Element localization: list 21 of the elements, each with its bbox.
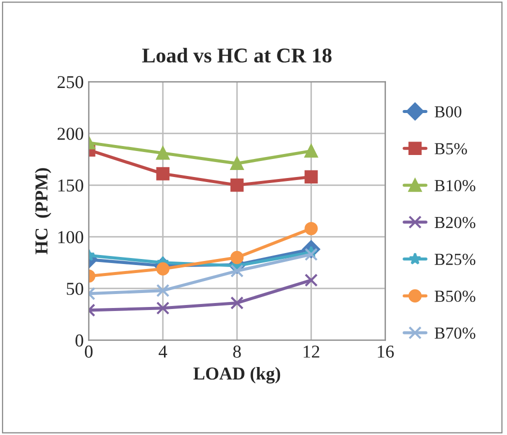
x-axis-title: LOAD (kg) — [193, 366, 280, 384]
y-tick-label: 250 — [58, 76, 84, 88]
x-tick-label: 16 — [378, 346, 394, 358]
legend-label: B20% — [434, 216, 476, 228]
y-axis-title: HC (PPM) — [34, 168, 52, 254]
y-tick-label: 150 — [58, 179, 84, 192]
x-tick-label: 0 — [84, 346, 93, 358]
legend-label: B50% — [434, 290, 476, 302]
legend-label: B10% — [434, 180, 476, 192]
legend-label: B70% — [434, 328, 476, 339]
legend-label: B25% — [434, 254, 476, 266]
y-tick-label: 200 — [58, 128, 84, 140]
x-tick-label: 12 — [304, 346, 320, 358]
x-tick-label: 8 — [233, 346, 241, 358]
x-tick-label: 4 — [158, 346, 168, 358]
y-tick-label: 0 — [76, 334, 84, 347]
chart-title: Load vs HC at CR 18 — [142, 48, 332, 63]
y-tick-label: 100 — [58, 231, 84, 244]
legend-label: B5% — [434, 143, 467, 154]
y-tick-label: 50 — [66, 282, 84, 295]
legend-label: B00 — [434, 106, 462, 118]
